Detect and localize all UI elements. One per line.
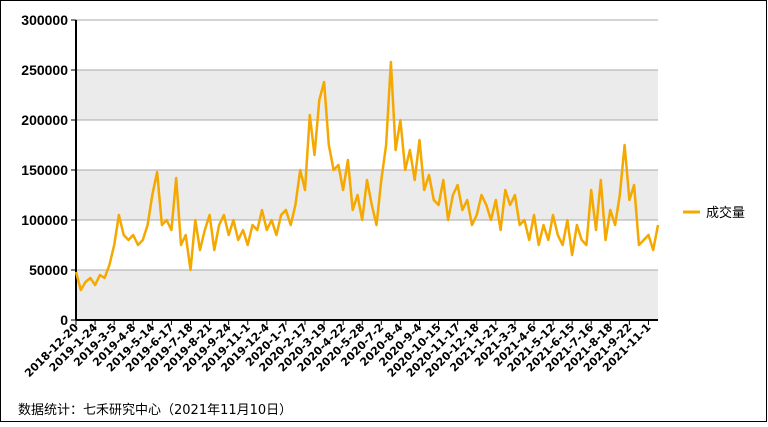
y-tick-label: 200000 bbox=[21, 112, 68, 128]
y-tick-label: 50000 bbox=[29, 262, 68, 278]
y-tick-label: 250000 bbox=[21, 62, 68, 78]
footnote: 数据统计：七禾研究中心（2021年11月10日） bbox=[18, 403, 292, 418]
y-tick-label: 0 bbox=[60, 312, 68, 328]
grid-band bbox=[76, 170, 658, 220]
legend-label: 成交量 bbox=[706, 205, 745, 221]
y-tick-label: 300000 bbox=[21, 12, 68, 28]
series-line bbox=[74, 60, 660, 292]
grid-band bbox=[76, 70, 658, 120]
grid-band bbox=[76, 270, 658, 320]
y-tick-label: 100000 bbox=[21, 212, 68, 228]
y-tick-label: 150000 bbox=[21, 162, 68, 178]
